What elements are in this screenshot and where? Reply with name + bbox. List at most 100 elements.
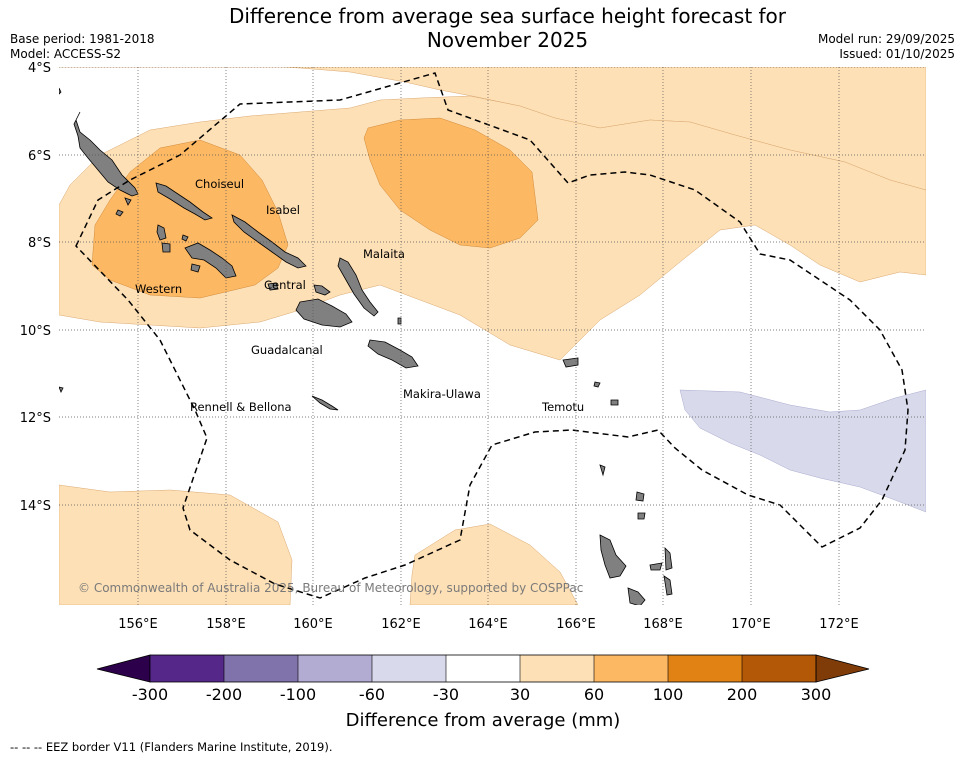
colorbar-tick-100: 100 (653, 685, 684, 704)
lon-label-172e: 172°E (819, 617, 859, 632)
small-island-g (59, 386, 64, 393)
issued-text: Issued: 01/10/2025 (839, 47, 955, 61)
anomaly-neg60-neg30-east (679, 389, 926, 513)
colorbar-bin-neg100-neg60 (298, 655, 372, 682)
vanuatu-maewo (664, 546, 673, 571)
colorbar-bin-neg30-30 (446, 655, 520, 682)
copyright-text: © Commonwealth of Australia 2025, Bureau… (78, 581, 583, 595)
colorbar-tick-30: 30 (510, 685, 530, 704)
place-label-choiseul: Choiseul (195, 177, 244, 191)
vella-lavella-island (156, 224, 167, 241)
place-label-isabel: Isabel (266, 203, 300, 217)
russell-islands (267, 282, 279, 291)
place-label-temotu: Temotu (541, 400, 584, 414)
colorbar-tick-neg60: -60 (359, 685, 385, 704)
place-label-western: Western (135, 282, 182, 296)
colorbar-bin-neg300-neg200 (150, 655, 224, 682)
colorbar-bin-100-200 (668, 655, 742, 682)
small-island-c (124, 197, 132, 206)
colorbar-dividers (223, 655, 743, 682)
chart-title: Difference from average sea surface heig… (0, 4, 965, 52)
eez-border (75, 72, 909, 599)
vanuatu-pentecost (663, 575, 673, 596)
lat-label-14s: 14°S (20, 499, 51, 514)
small-island-d (593, 381, 601, 388)
makira-island (367, 339, 419, 369)
lon-label-166e: 166°E (556, 617, 596, 632)
bougainville-island (73, 111, 139, 197)
place-label-malaita: Malaita (363, 247, 405, 261)
lon-label-170e: 170°E (731, 617, 771, 632)
place-label-rennell-bellona: Rennell & Bellona (190, 400, 292, 414)
malaita-island (337, 257, 379, 317)
lat-label-12s: 12°S (20, 411, 51, 426)
colorbar-bin-30-60 (520, 655, 594, 682)
lat-label-8s: 8°S (28, 236, 51, 251)
anomaly-30-60-southwest (59, 484, 293, 605)
guadalcanal-island (295, 298, 353, 328)
meta-right: Model run: 29/09/2025 Issued: 01/10/2025 (818, 32, 955, 62)
place-labels: Choiseul Isabel Malaita Western Central … (135, 177, 584, 414)
place-label-guadalcanal: Guadalcanal (251, 343, 323, 357)
rennell-island (311, 395, 339, 411)
lon-label-162e: 162°E (381, 617, 421, 632)
colorbar-bin-200-300 (742, 655, 816, 682)
colorbar-tick-200: 200 (727, 685, 758, 704)
lon-label-160e: 160°E (293, 617, 333, 632)
anomaly-60-100-central (363, 117, 539, 249)
model-run-text: Model run: 29/09/2025 (817, 32, 955, 46)
lon-label-156e: 156°E (118, 617, 158, 632)
colorbar-label: Difference from average (mm) (346, 710, 621, 731)
meta-left: Base period: 1981-2018 Model: ACCESS-S2 (10, 32, 155, 62)
map-plot-area: Choiseul Isabel Malaita Western Central … (59, 67, 926, 605)
vanuatu-gaua (635, 491, 645, 502)
colorbar-tick-300: 300 (801, 685, 832, 704)
lon-label-168e: 168°E (643, 617, 683, 632)
florida-islands (313, 284, 331, 296)
colorbar-tick-neg200: -200 (206, 685, 242, 704)
small-island-f (59, 87, 62, 95)
colorbar-outline (149, 654, 817, 683)
colorbar-tick-neg300: -300 (132, 685, 168, 704)
vanikoro-island (610, 399, 619, 406)
title-line-1: Difference from average sea surface heig… (228, 4, 787, 28)
colorbar-under-arrow (96, 654, 151, 683)
base-period-text: Base period: 1981-2018 (10, 32, 155, 46)
small-island-e (599, 464, 606, 477)
anomaly-30-60-south (409, 523, 579, 605)
lat-label-6s: 6°S (28, 149, 51, 164)
lat-label-4s: 4°S (28, 61, 51, 76)
vanuatu-espiritu-santo (599, 534, 627, 579)
colorbar-bin-neg60-neg30 (372, 655, 446, 682)
colorbar-ticks: -300 -200 -100 -60 -30 30 60 100 200 300 (132, 685, 831, 704)
new-georgia-island (184, 242, 237, 279)
colorbar-tick-neg30: -30 (433, 685, 459, 704)
lat-labels: 4°S 6°S 8°S 10°S 12°S 14°S (20, 61, 51, 514)
vanuatu-malekula (627, 587, 646, 605)
lon-label-164e: 164°E (468, 617, 508, 632)
rendova-island (190, 263, 201, 273)
santa-cruz-island (562, 357, 579, 368)
lat-label-10s: 10°S (20, 324, 51, 339)
place-label-makira-ulawa: Makira-Ulawa (403, 387, 481, 401)
colorbar-over-arrow (815, 654, 870, 683)
small-island-h (397, 317, 402, 325)
lon-labels: 156°E 158°E 160°E 162°E 164°E 166°E 168°… (118, 617, 859, 632)
colorbar-bin-neg200-neg100 (224, 655, 298, 682)
colorbar: -300 -200 -100 -60 -30 30 60 100 200 300… (96, 654, 870, 731)
colorbar-bin-60-100 (594, 655, 668, 682)
title-line-2: November 2025 (426, 28, 589, 52)
place-label-central: Central (264, 278, 306, 292)
land-masses (59, 87, 673, 605)
model-text: Model: ACCESS-S2 (10, 47, 122, 61)
vanuatu-vanua-lava (637, 512, 646, 520)
eez-legend-note: -- -- -- EEZ border V11 (Flanders Marine… (10, 740, 333, 754)
gridlines (59, 67, 926, 605)
choiseul-island (155, 182, 213, 221)
lon-label-158e: 158°E (206, 617, 246, 632)
isabel-island (231, 214, 307, 269)
small-island-a (115, 209, 124, 217)
colorbar-tick-60: 60 (584, 685, 604, 704)
anomaly-60-100-west (91, 139, 289, 299)
